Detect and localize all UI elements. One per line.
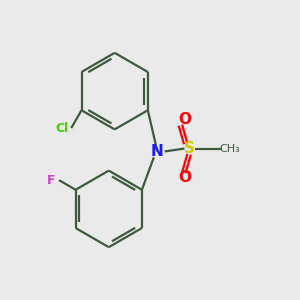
Text: S: S [184,141,195,156]
Text: O: O [178,112,191,127]
Text: Cl: Cl [55,122,68,135]
Text: F: F [47,174,56,187]
Text: CH₃: CH₃ [219,143,240,154]
Text: N: N [151,144,164,159]
Text: O: O [178,170,191,185]
